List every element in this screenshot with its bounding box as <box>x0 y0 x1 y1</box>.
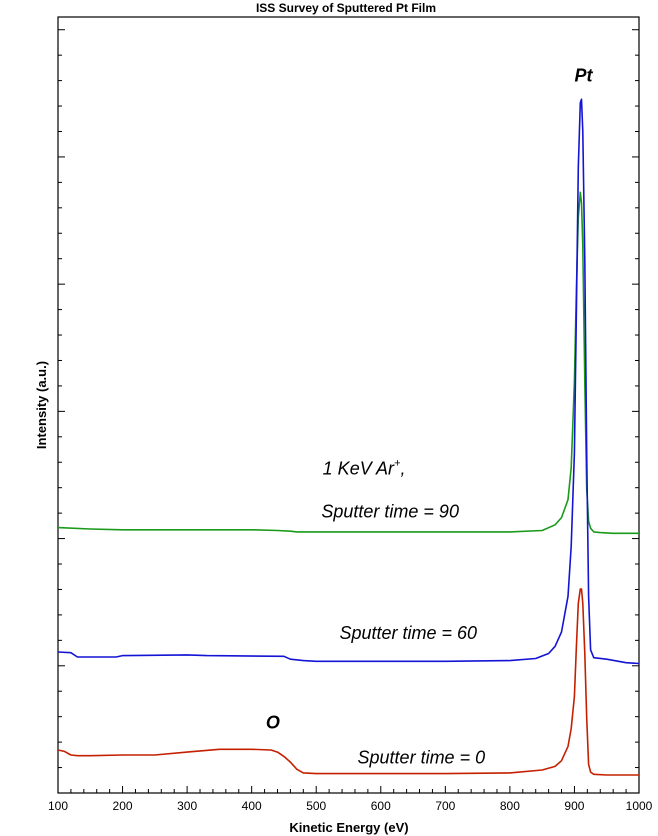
x-tick-label: 100 <box>48 799 68 813</box>
annotation-5: Sputter time = 0 <box>358 748 486 768</box>
x-tick-label: 300 <box>177 799 197 813</box>
x-tick-label: 400 <box>242 799 262 813</box>
x-tick-label: 200 <box>113 799 133 813</box>
axis-ticks: 100 200 300 400 500 600 700 800 900 1000 <box>48 29 653 813</box>
annotation-0: Pt <box>574 65 593 85</box>
annotation-3: Sputter time = 60 <box>339 623 477 643</box>
annotations: Pt 1 KeV Ar+, Sputter time = 90 Sputter tim… <box>266 65 594 767</box>
annotation-4: O <box>266 713 280 733</box>
x-tick-label: 600 <box>371 799 391 813</box>
x-tick-label: 800 <box>500 799 520 813</box>
series-line-1 <box>57 98 640 665</box>
chart-title: ISS Survey of Sputtered Pt Film <box>256 1 436 15</box>
plot-frame <box>57 16 640 794</box>
annotation-2: Sputter time = 90 <box>321 502 459 522</box>
series-group <box>57 98 640 776</box>
series-line-0 <box>57 191 639 535</box>
x-tick-label: 1000 <box>626 799 653 813</box>
annotation-1: 1 KeV Ar+, <box>323 458 406 479</box>
x-tick-label: 500 <box>306 799 326 813</box>
y-axis-label: Intensity (a.u.) <box>34 361 49 449</box>
x-axis-label: Kinetic Energy (eV) <box>289 820 408 835</box>
x-tick-label: 900 <box>564 799 584 813</box>
x-tick-label: 700 <box>435 799 455 813</box>
series-line-2 <box>57 588 639 776</box>
